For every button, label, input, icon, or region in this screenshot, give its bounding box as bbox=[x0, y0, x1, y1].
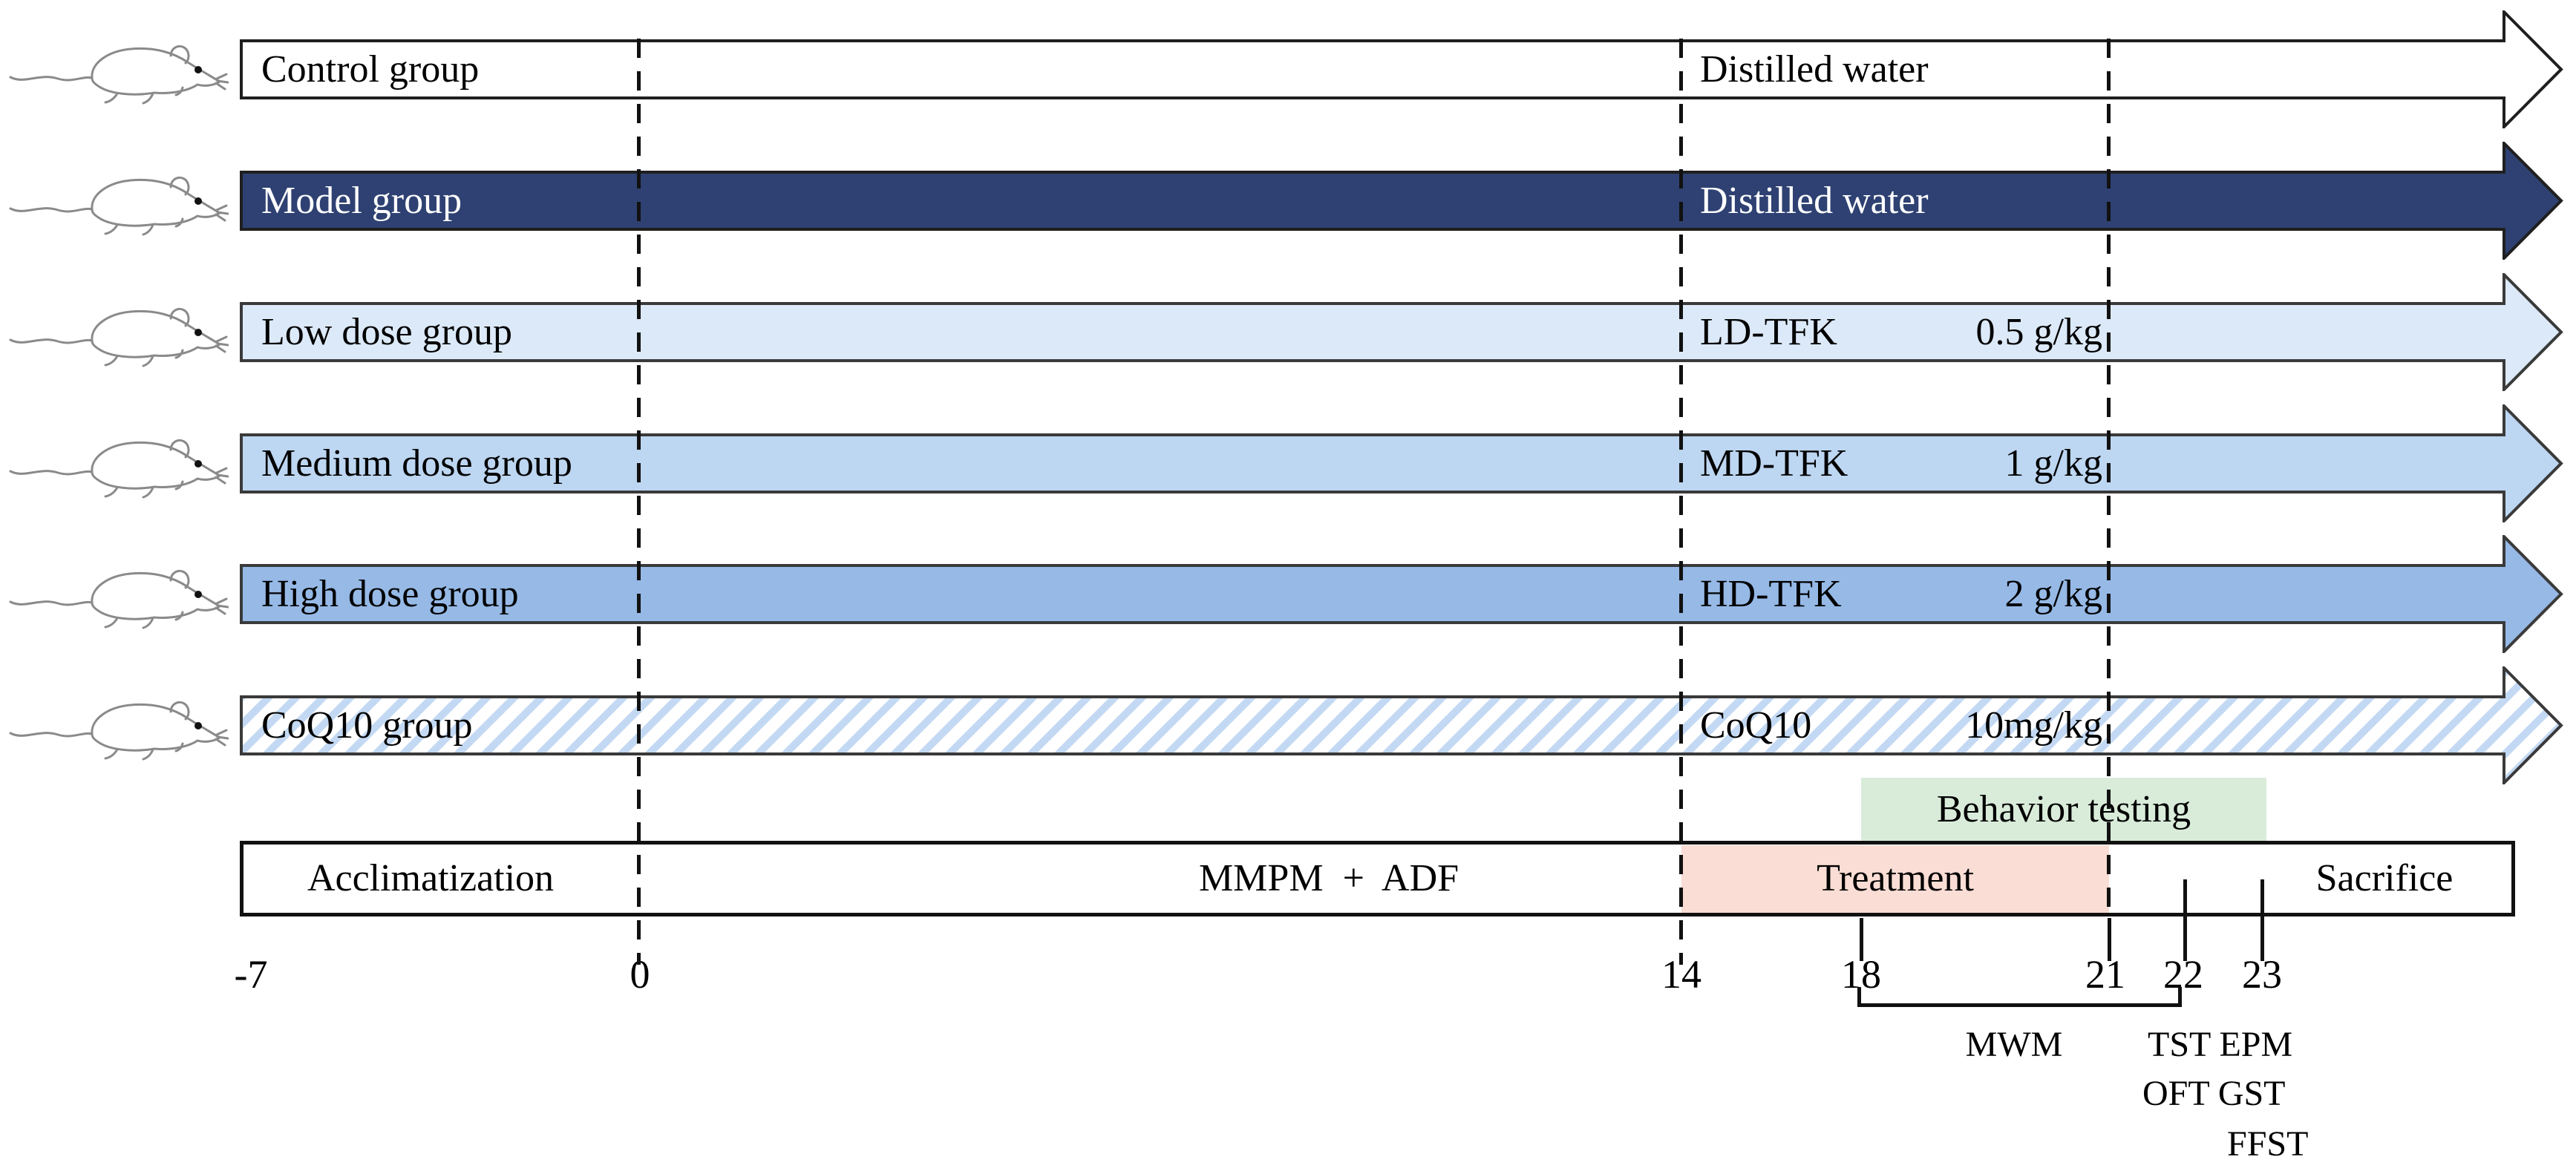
group-label: High dose group bbox=[261, 573, 519, 615]
medium-dose-group-arrow bbox=[240, 404, 2563, 522]
behavior-testing-box: Behavior testing bbox=[1861, 778, 2266, 841]
group-label: Medium dose group bbox=[261, 442, 572, 485]
mouse-icon bbox=[9, 307, 229, 367]
group-dose: 1 g/kg bbox=[2004, 442, 2102, 485]
day21-dashed-line bbox=[2107, 39, 2111, 918]
mwm-bracket-right-end bbox=[2178, 987, 2182, 1007]
group-label: Control group bbox=[261, 48, 480, 91]
mouse-icon bbox=[9, 176, 229, 236]
mouse-icon bbox=[9, 569, 229, 629]
phase-treatment: Treatment bbox=[1817, 857, 1974, 899]
tick-label-21: 21 bbox=[2085, 952, 2125, 997]
day14-dashed-line bbox=[1679, 39, 1683, 965]
ffst-label: FFST bbox=[2227, 1124, 2309, 1164]
mouse-icon bbox=[9, 439, 229, 499]
mouse-eye bbox=[194, 66, 202, 73]
group-treatment: HD-TFK bbox=[1700, 573, 1842, 615]
tick-day22 bbox=[2183, 879, 2187, 961]
phase-sacrifice: Sacrifice bbox=[2315, 857, 2454, 899]
oft-gst-label: OFT GST bbox=[2142, 1074, 2286, 1113]
mouse-icon bbox=[9, 45, 229, 105]
group-label: Low dose group bbox=[261, 311, 512, 353]
tst-epm-label: TST EPM bbox=[2148, 1025, 2293, 1064]
group-treatment: LD-TFK bbox=[1700, 311, 1837, 353]
day0-dashed-line bbox=[637, 39, 641, 965]
mouse-icon bbox=[9, 701, 229, 761]
coq10-group-arrow bbox=[240, 666, 2563, 784]
tick-label-18: 18 bbox=[1841, 952, 1881, 997]
tick-day23 bbox=[2260, 879, 2264, 961]
low-dose-group-arrow bbox=[240, 273, 2563, 391]
group-treatment: Distilled water bbox=[1700, 180, 1929, 222]
group-treatment: CoQ10 bbox=[1700, 704, 1812, 747]
group-dose: 0.5 g/kg bbox=[1975, 311, 2102, 353]
tick-label-minus7: -7 bbox=[234, 952, 268, 997]
behavior-testing-label: Behavior testing bbox=[1936, 788, 2191, 830]
group-treatment: Distilled water bbox=[1700, 48, 1929, 91]
mwm-bracket-left-end bbox=[1857, 987, 1861, 1007]
timeline-bar bbox=[240, 841, 2515, 916]
treatment-highlight bbox=[1681, 845, 2109, 913]
group-label: CoQ10 group bbox=[261, 704, 473, 747]
tick-day21 bbox=[2108, 918, 2111, 961]
group-dose: 10mg/kg bbox=[1965, 704, 2102, 747]
high-dose-group-arrow bbox=[240, 535, 2563, 653]
mwm-label: MWM bbox=[1965, 1025, 2063, 1064]
group-label: Model group bbox=[261, 180, 462, 222]
mwm-bracket bbox=[1857, 1003, 2182, 1007]
tick-day18 bbox=[1860, 918, 1863, 961]
phase-modeling: MMPM + ADF bbox=[1198, 857, 1459, 899]
control-group-arrow bbox=[240, 10, 2563, 128]
tick-label-23: 23 bbox=[2242, 952, 2282, 997]
model-group-arrow bbox=[240, 142, 2563, 260]
tick-label-22: 22 bbox=[2163, 952, 2203, 997]
group-treatment: MD-TFK bbox=[1700, 442, 1848, 485]
phase-acclimatization: Acclimatization bbox=[307, 857, 555, 899]
group-dose: 2 g/kg bbox=[2004, 573, 2102, 615]
